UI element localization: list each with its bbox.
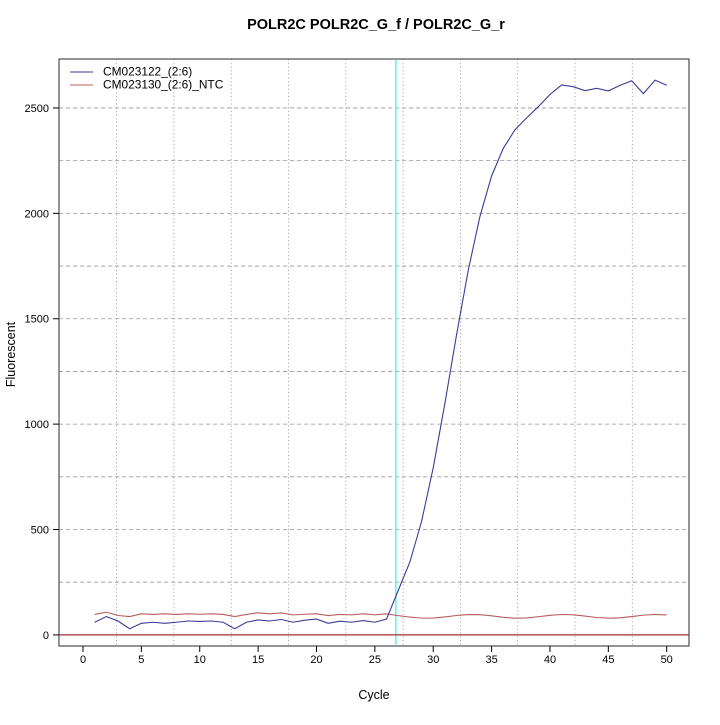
svg-text:15: 15 [252, 654, 264, 666]
svg-text:30: 30 [427, 654, 439, 666]
svg-text:35: 35 [485, 654, 497, 666]
svg-text:2000: 2000 [25, 208, 49, 220]
svg-text:10: 10 [194, 654, 206, 666]
svg-text:5: 5 [138, 654, 144, 666]
svg-text:0: 0 [43, 630, 49, 642]
svg-text:CM023122_(2:6): CM023122_(2:6) [103, 65, 192, 79]
svg-text:50: 50 [661, 654, 673, 666]
svg-text:Cycle: Cycle [358, 688, 389, 702]
svg-text:500: 500 [31, 525, 49, 537]
svg-text:POLR2C POLR2C_G_f / POLR2C_G_: POLR2C POLR2C_G_f / POLR2C_G_r [247, 17, 505, 33]
svg-text:CM023130_(2:6)_NTC: CM023130_(2:6)_NTC [103, 78, 224, 92]
svg-text:2500: 2500 [25, 103, 49, 115]
svg-text:Fluorescent: Fluorescent [4, 321, 18, 387]
svg-text:1000: 1000 [25, 419, 49, 431]
svg-text:20: 20 [310, 654, 322, 666]
svg-text:1500: 1500 [25, 314, 49, 326]
svg-text:25: 25 [369, 654, 381, 666]
svg-text:40: 40 [544, 654, 556, 666]
svg-text:0: 0 [80, 654, 86, 666]
svg-text:45: 45 [602, 654, 614, 666]
